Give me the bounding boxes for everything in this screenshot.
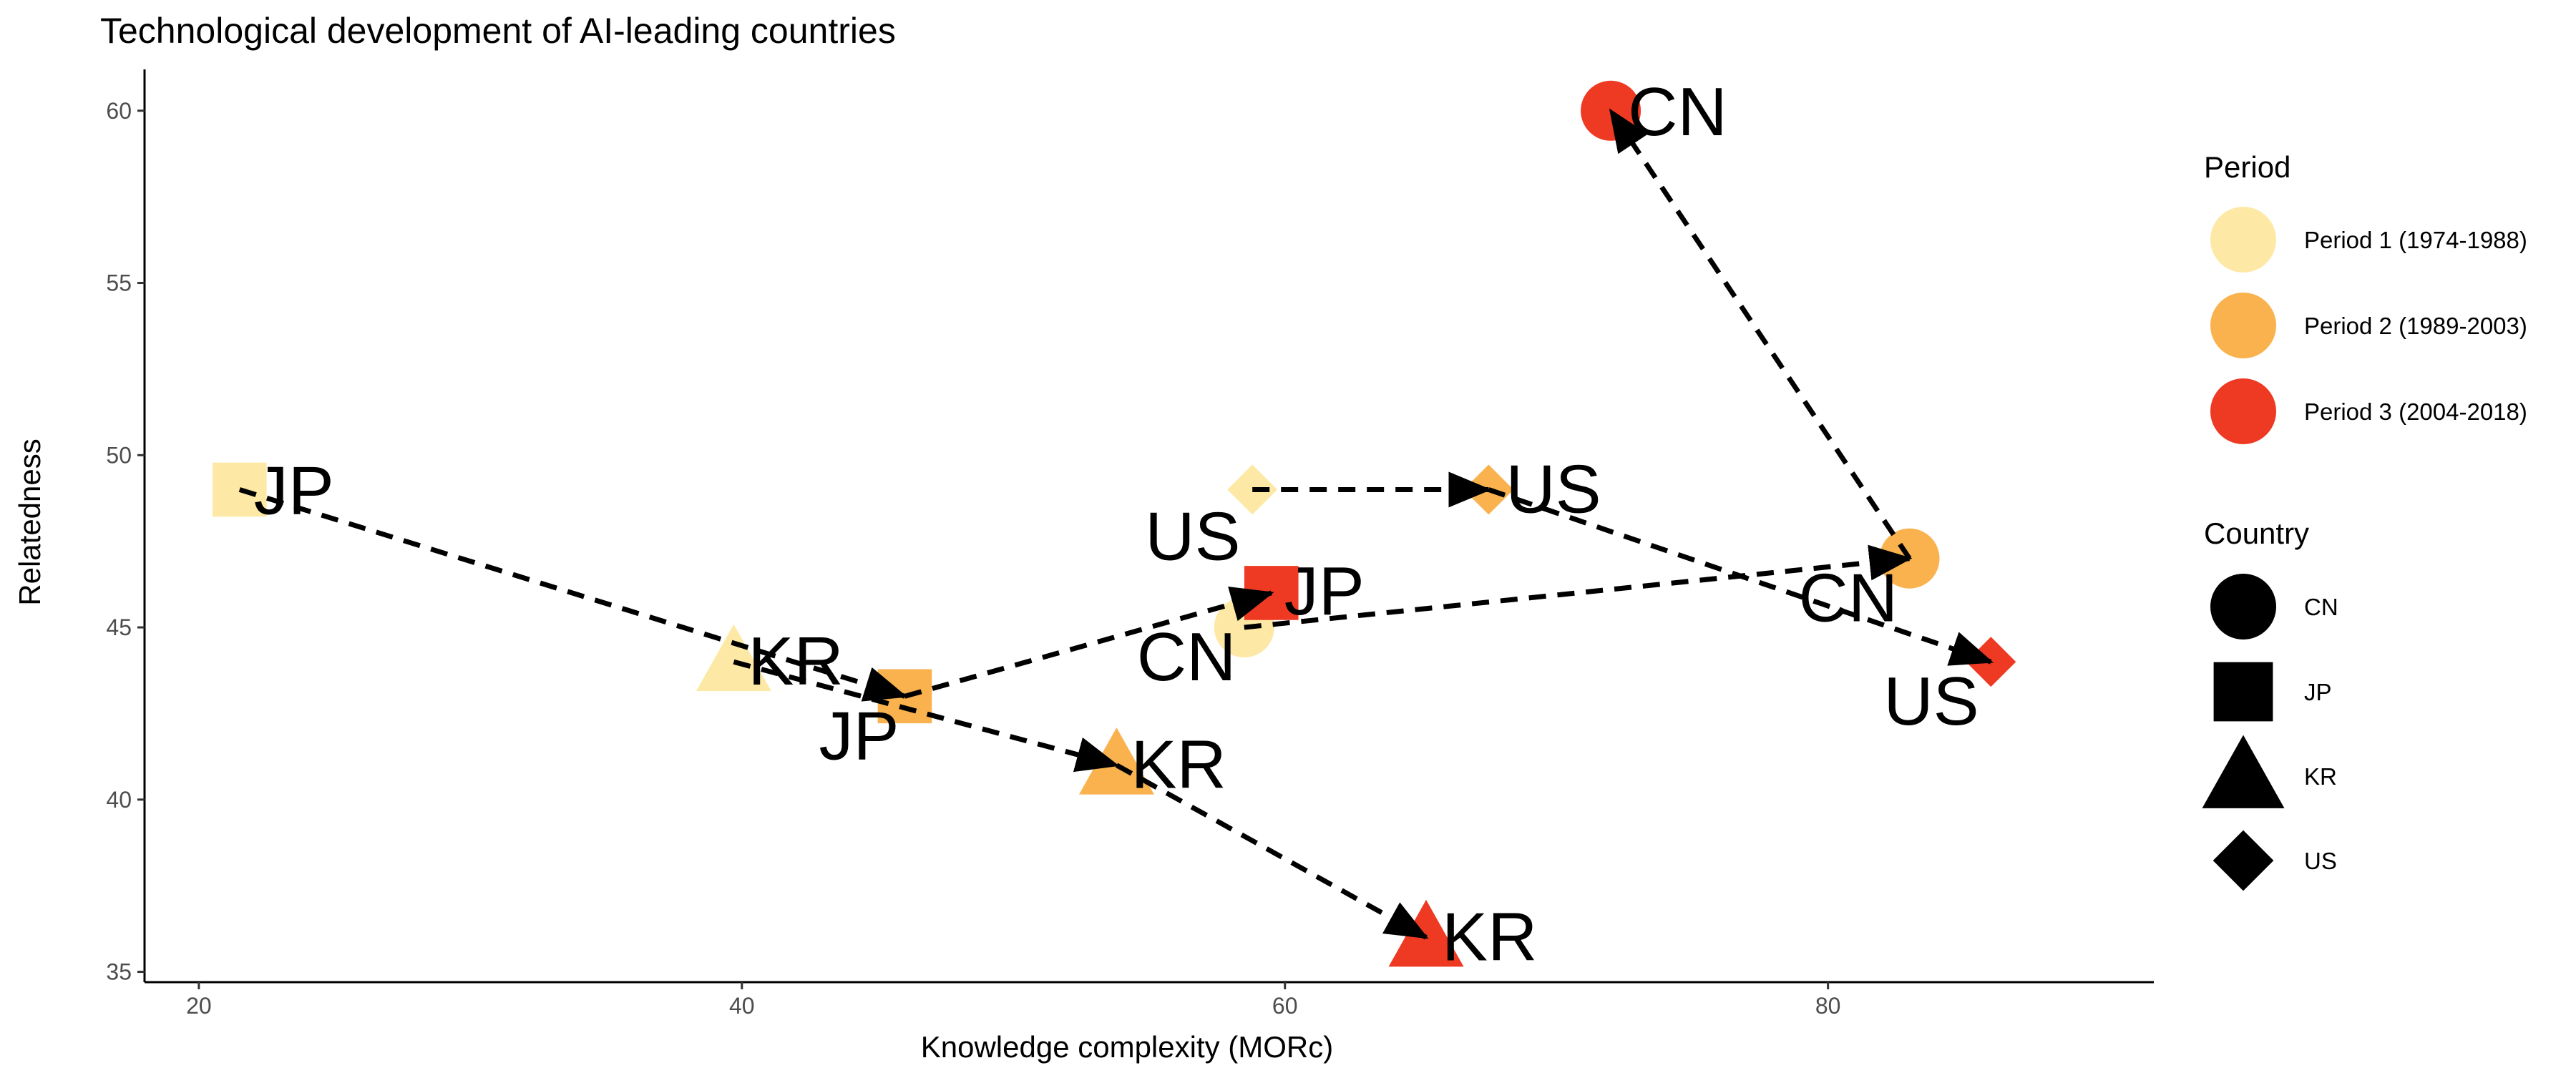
trajectory-us-2	[1488, 487, 1994, 666]
label-jp-p3: JP	[1284, 553, 1365, 629]
plot-area: 20 40 60 80354045505560CNCNCNJPJPJPKRKRKRUS…	[106, 69, 2154, 1019]
period-legend-marker-1	[2210, 207, 2276, 273]
label-cn-p3: CN	[1628, 74, 1727, 150]
label-us-p3: US	[1883, 663, 1979, 740]
label-us-p1: US	[1145, 498, 1240, 574]
period-legend-label-3: Period 3 (2004-2018)	[2304, 398, 2527, 425]
y-tick-label: 40	[106, 787, 132, 813]
trajectory-arrows	[238, 108, 1994, 940]
country-legend: CN JP KR US	[2202, 574, 2338, 891]
period-legend-label-2: Period 2 (1989-2003)	[2304, 313, 2527, 339]
x-axis-title: Knowledge complexity (MORc)	[921, 1030, 1334, 1064]
trajectory-cn-1	[1244, 544, 1913, 630]
chart-title: Technological development of AI-leading …	[100, 11, 896, 51]
trajectory-kr-2	[1115, 763, 1429, 940]
point-jp-p1	[213, 462, 267, 517]
label-jp-p2: JP	[819, 697, 899, 774]
y-tick-label: 35	[106, 959, 132, 985]
x-tick-label: 20	[186, 993, 212, 1019]
x-tick-label: 80	[1815, 993, 1841, 1019]
country-legend-marker-kr	[2202, 735, 2285, 808]
country-legend-label-us: US	[2304, 848, 2337, 874]
y-tick-label: 50	[106, 442, 132, 468]
country-legend-label-cn: CN	[2304, 594, 2338, 620]
y-tick-label: 60	[106, 98, 132, 124]
country-legend-marker-cn	[2210, 574, 2276, 640]
trajectory-jp-2	[904, 587, 1274, 699]
period-legend-marker-3	[2210, 378, 2276, 444]
axes: 20 40 60 80 35 40 45 50 55 60	[106, 69, 2154, 1019]
country-legend-marker-us	[2212, 830, 2274, 891]
label-us-p2: US	[1506, 451, 1601, 527]
y-axis-title: Relatedness	[13, 438, 47, 605]
country-legend-label-kr: KR	[2304, 763, 2337, 790]
period-legend-marker-2	[2210, 293, 2276, 358]
label-kr-p2: KR	[1131, 727, 1226, 803]
y-tick-label: 45	[106, 614, 132, 640]
label-cn-p1: CN	[1137, 619, 1236, 695]
label-cn-p2: CN	[1798, 560, 1898, 637]
label-kr-p3: KR	[1442, 898, 1537, 975]
label-jp-p1: JP	[254, 452, 334, 529]
period-legend-title: Period	[2204, 150, 2290, 184]
trajectory-kr-1	[733, 659, 1120, 773]
trajectory-cn-2	[1609, 108, 1912, 560]
y-tick-label: 55	[106, 270, 132, 296]
label-kr-p1: KR	[748, 623, 843, 700]
x-tick-label: 60	[1272, 993, 1298, 1019]
country-legend-title: Country	[2204, 516, 2309, 550]
point-kr-p1	[696, 624, 771, 692]
x-tick-label: 40	[729, 993, 755, 1019]
period-legend-label-1: Period 1 (1974-1988)	[2304, 227, 2527, 253]
legend-area: Period 1 (1974-1988) Period 2 (1989-2003)…	[2202, 207, 2527, 891]
period-legend: Period 1 (1974-1988) Period 2 (1989-2003)…	[2210, 207, 2527, 444]
trajectory-jp-1	[238, 487, 908, 702]
country-legend-marker-jp	[2213, 662, 2273, 722]
data-points	[213, 80, 2016, 967]
country-legend-label-jp: JP	[2304, 679, 2332, 705]
